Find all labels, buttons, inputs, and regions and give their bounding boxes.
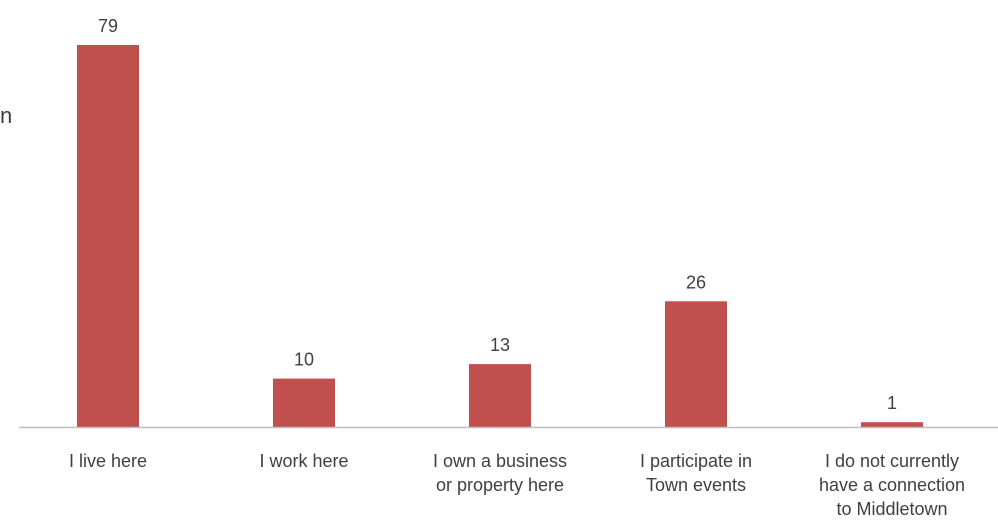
category-label-line: to Middletown xyxy=(836,499,947,519)
data-label-2: 13 xyxy=(490,335,510,355)
data-labels-layer: 79 10 13 26 1 xyxy=(98,16,897,413)
bar-1 xyxy=(273,378,335,427)
category-label-0: I live here xyxy=(69,451,147,471)
category-label-line: I work here xyxy=(259,451,348,471)
category-label-2: I own a business or property here xyxy=(433,451,567,495)
category-labels-layer: I live here I work here I own a business or… xyxy=(69,451,965,519)
data-label-1: 10 xyxy=(294,350,314,370)
data-label-0: 79 xyxy=(98,16,118,36)
category-label-line: I live here xyxy=(69,451,147,471)
bars-layer xyxy=(77,45,923,427)
category-label-line: have a connection xyxy=(819,475,965,495)
category-label-line: or property here xyxy=(436,475,564,495)
bar-3 xyxy=(665,301,727,427)
cropped-text-fragment: n xyxy=(0,103,13,128)
data-label-3: 26 xyxy=(686,272,706,292)
bar-4 xyxy=(861,422,923,427)
category-label-line: I own a business xyxy=(433,451,567,471)
category-label-4: I do not currently have a connection to Mi… xyxy=(819,451,965,519)
category-label-line: Town events xyxy=(646,475,746,495)
bar-2 xyxy=(469,364,531,427)
data-label-4: 1 xyxy=(887,393,897,413)
category-label-line: I do not currently xyxy=(825,451,959,471)
category-label-line: I participate in xyxy=(640,451,752,471)
bar-0 xyxy=(77,45,139,427)
category-label-1: I work here xyxy=(259,451,348,471)
category-label-3: I participate in Town events xyxy=(640,451,752,495)
